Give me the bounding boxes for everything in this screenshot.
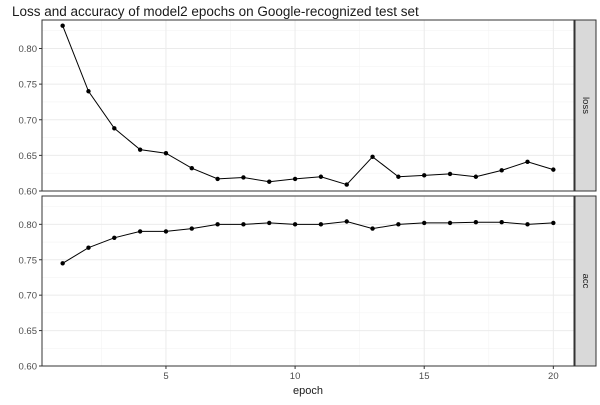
loss-data-point (370, 154, 375, 159)
loss-data-point (551, 167, 556, 172)
x-tick-label: 10 (290, 371, 301, 382)
loss-strip-background (574, 19, 597, 192)
acc-y-tick-label: 0.65 (19, 326, 38, 337)
acc-data-point (370, 226, 375, 231)
acc-y-tick-label: 0.80 (19, 220, 38, 231)
acc-data-point (473, 220, 479, 225)
loss-panel-border (41, 19, 575, 192)
loss-data-point (422, 173, 427, 178)
chart-title: Loss and accuracy of model2 epochs on Go… (12, 4, 419, 19)
loss-data-point (473, 174, 479, 179)
acc-data-point (189, 226, 194, 231)
acc-data-point (215, 222, 220, 227)
acc-strip-label: acc (580, 274, 591, 289)
acc-data-point (112, 235, 117, 240)
loss-y-tick-label: 0.65 (19, 151, 38, 162)
loss-data-point (396, 174, 401, 179)
loss-y-tick-label: 0.70 (19, 115, 38, 126)
loss-data-point (137, 147, 143, 152)
acc-y-tick-label: 0.70 (19, 291, 38, 302)
loss-strip-label: loss (580, 97, 591, 114)
loss-y-tick-label: 0.60 (19, 187, 38, 198)
loss-data-point (499, 168, 504, 173)
loss-data-point (163, 151, 169, 156)
x-tick-label: 20 (548, 371, 559, 382)
loss-data-point (112, 126, 117, 131)
loss-data-point (344, 182, 349, 187)
acc-data-point (60, 261, 65, 266)
loss-data-point (189, 166, 194, 171)
loss-data-point (318, 174, 324, 179)
acc-data-point (241, 222, 246, 227)
loss-data-point (267, 179, 272, 184)
acc-data-point (344, 219, 349, 224)
acc-y-tick-label: 0.60 (19, 362, 38, 373)
loss-data-point (525, 159, 530, 164)
acc-data-point (396, 222, 401, 227)
loss-data-point (60, 23, 65, 28)
acc-data-point (86, 245, 91, 250)
acc-data-point (318, 222, 324, 227)
acc-panel-border (41, 195, 575, 367)
acc-data-point (163, 229, 169, 234)
loss-y-tick-label: 0.75 (19, 80, 38, 91)
acc-data-point (499, 220, 504, 225)
acc-data-point (525, 222, 530, 227)
loss-panel-background (42, 20, 574, 191)
loss-data-point (241, 175, 246, 180)
loss-y-tick-label: 0.80 (19, 44, 38, 55)
acc-data-point (447, 220, 453, 226)
loss-data-point (215, 176, 220, 182)
x-axis-title: epoch (293, 385, 323, 397)
loss-data-point (447, 171, 453, 177)
acc-panel-background (42, 196, 574, 366)
loss-data-point (292, 176, 298, 182)
acc-data-point (422, 220, 427, 226)
acc-y-tick-label: 0.75 (19, 255, 38, 266)
x-tick-label: 5 (163, 371, 168, 382)
acc-data-point (267, 220, 272, 226)
loss-series-line (62, 25, 554, 186)
x-tick-label: 15 (419, 371, 430, 382)
acc-series-line (62, 220, 554, 264)
acc-data-point (292, 222, 298, 227)
acc-data-point (551, 220, 556, 226)
acc-data-point (137, 229, 143, 234)
acc-strip-background (574, 195, 597, 367)
loss-data-point (86, 89, 91, 94)
